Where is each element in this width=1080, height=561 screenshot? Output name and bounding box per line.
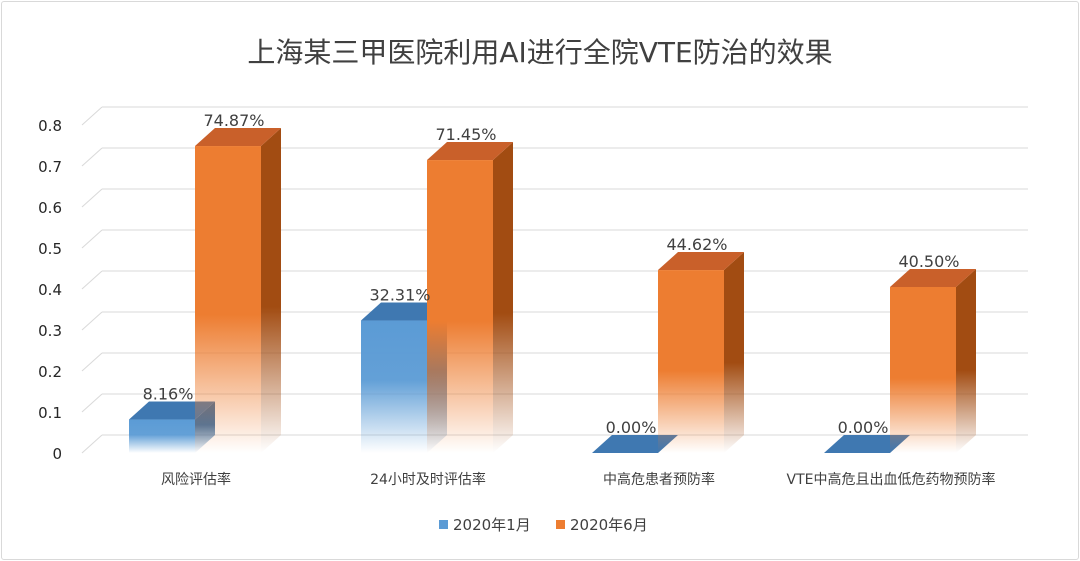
bar-top-face [592, 435, 678, 453]
bar-front-face [361, 320, 427, 453]
gridline-depth [81, 229, 103, 249]
legend-swatch-2020-06 [556, 520, 565, 529]
data-label: 40.50% [898, 252, 959, 271]
legend-label-2020-06: 2020年6月 [570, 516, 648, 534]
gridline-depth [81, 147, 103, 167]
legend-swatch-2020-01 [439, 520, 448, 529]
y-tick-label: 0.7 [38, 158, 62, 176]
bar-2020-06-2 [658, 252, 744, 453]
data-label: 74.87% [203, 111, 264, 130]
y-tick-label: 0.3 [38, 322, 62, 340]
bar-side-face [956, 268, 976, 453]
gridline-depth [81, 393, 103, 413]
data-label: 0.00% [838, 418, 889, 437]
y-tick-label: 0.4 [38, 281, 62, 299]
y-tick-label: 0.8 [38, 117, 62, 135]
data-label: 44.62% [666, 235, 727, 254]
data-label: 32.31% [369, 286, 430, 305]
bar-2020-06-3 [890, 268, 976, 453]
x-category-label: VTE中高危且出血低危药物预防率 [787, 471, 996, 488]
y-tick-label: 0.2 [38, 363, 62, 381]
gridline-depth [81, 188, 103, 208]
bar-2020-06-1 [427, 142, 513, 453]
x-category-label: 中高危患者预防率 [603, 471, 715, 488]
y-tick-label: 0 [52, 445, 62, 463]
data-label: 0.00% [606, 418, 657, 437]
data-label: 8.16% [143, 385, 194, 404]
bar-2020-01-2 [592, 435, 678, 453]
data-label: 71.45% [435, 125, 496, 144]
bar-2020-01-3 [824, 435, 910, 453]
bar-side-face [724, 252, 744, 453]
gridline-depth [81, 106, 103, 126]
bar-front-face [658, 270, 724, 453]
y-tick-label: 0.5 [38, 240, 62, 258]
y-axis-ticks: 0 0.1 0.2 0.3 0.4 0.5 0.6 0.7 0.8 [38, 117, 62, 463]
bar-front-face [195, 146, 261, 453]
bar-top-face [129, 401, 215, 420]
bar-top-face [427, 142, 513, 161]
legend-label-2020-01: 2020年1月 [453, 516, 531, 534]
bars [129, 128, 976, 453]
gridline-depth [81, 311, 103, 331]
gridline-depth [81, 434, 103, 454]
bar-top-face [658, 252, 744, 271]
bar-top-face [824, 435, 910, 453]
bar-2020-06-0 [195, 128, 281, 453]
bar-top-face [890, 268, 976, 287]
x-axis-categories: 风险评估率 24小时及时评估率 中高危患者预防率 VTE中高危且出血低危药物预防率 [161, 471, 995, 488]
gridline-depth [81, 270, 103, 290]
gridline-depth [81, 352, 103, 372]
bar-top-face [361, 302, 447, 321]
y-tick-label: 0.1 [38, 404, 62, 422]
y-tick-label: 0.6 [38, 199, 62, 217]
bar-side-face [261, 128, 281, 453]
legend: 2020年1月 2020年6月 [439, 516, 648, 534]
x-category-label: 24小时及时评估率 [370, 471, 486, 488]
bar-front-face [427, 160, 493, 453]
data-labels: 8.16% 74.87% 32.31% 71.45% 0.00% 44.62% 0.00% 4… [143, 111, 960, 437]
bar-front-face [890, 286, 956, 453]
bar-side-face [493, 142, 513, 453]
x-category-label: 风险评估率 [161, 471, 231, 488]
bar-top-face [195, 128, 281, 147]
bar-front-face [129, 419, 195, 453]
chart-title: 上海某三甲医院利用AI进行全院VTE防治的效果 [247, 36, 832, 69]
